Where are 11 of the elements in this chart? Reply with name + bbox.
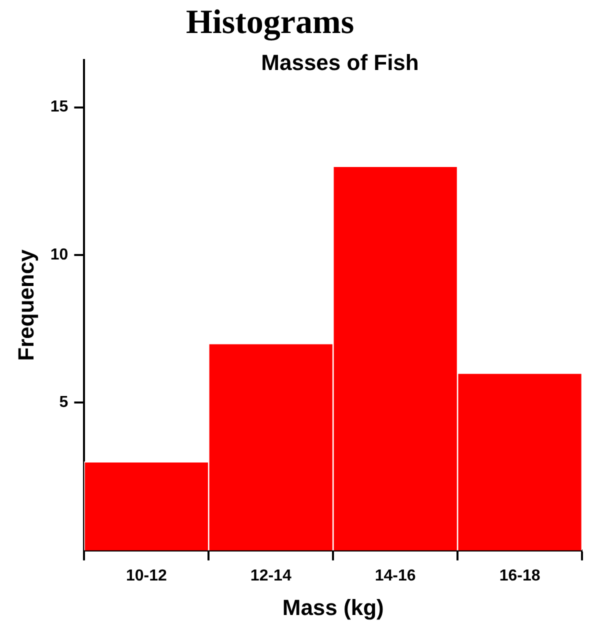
x-tick-label: 10-12	[126, 567, 167, 584]
chart-subtitle: Masses of Fish	[260, 50, 420, 76]
y-axis-title: Frequency	[13, 248, 38, 361]
y-tick-label: 5	[59, 394, 68, 412]
y-tick-label: 10	[50, 246, 68, 264]
x-tick-label: 14-16	[374, 567, 416, 584]
x-tick-label: 16-18	[499, 567, 540, 584]
y-tick-label: 15	[50, 98, 68, 116]
x-tick-label: 12-14	[250, 567, 292, 584]
x-axis-title: Mass (kg)	[282, 594, 384, 620]
chart-title: Histograms	[184, 4, 356, 42]
